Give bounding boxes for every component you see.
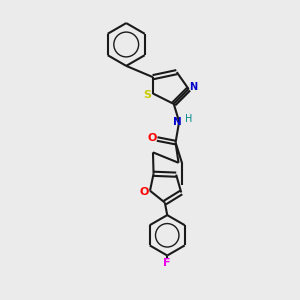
Text: F: F [164, 258, 171, 268]
Text: S: S [144, 90, 152, 100]
Text: H: H [185, 114, 192, 124]
Text: N: N [173, 117, 182, 127]
Text: O: O [147, 134, 157, 143]
Text: O: O [140, 187, 149, 197]
Text: N: N [189, 82, 197, 92]
